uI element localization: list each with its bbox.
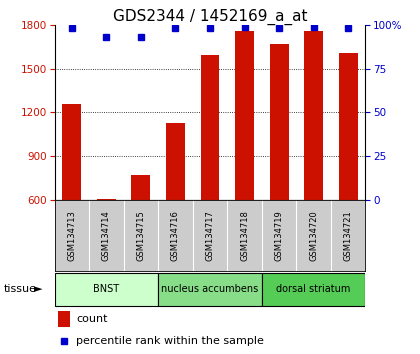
Bar	[200, 56, 220, 200]
Bar	[131, 175, 150, 200]
Text: GSM134715: GSM134715	[136, 210, 145, 261]
Text: GSM134721: GSM134721	[344, 210, 353, 261]
Bar	[58, 311, 70, 327]
Bar	[55, 273, 158, 306]
Text: GDS2344 / 1452169_a_at: GDS2344 / 1452169_a_at	[113, 9, 307, 25]
Text: GSM134720: GSM134720	[309, 210, 318, 261]
Text: nucleus accumbens: nucleus accumbens	[161, 284, 259, 294]
Bar	[97, 199, 116, 200]
Text: tissue: tissue	[4, 284, 37, 294]
Text: GSM134713: GSM134713	[67, 210, 76, 261]
Text: GSM134719: GSM134719	[275, 210, 284, 261]
Text: dorsal striatum: dorsal striatum	[276, 284, 351, 294]
Text: ►: ►	[34, 284, 42, 294]
Text: GSM134718: GSM134718	[240, 210, 249, 261]
Bar	[262, 273, 365, 306]
Bar	[63, 104, 81, 200]
Text: count: count	[76, 314, 108, 324]
Text: BNST: BNST	[93, 284, 119, 294]
Text: percentile rank within the sample: percentile rank within the sample	[76, 336, 264, 346]
Text: GSM134716: GSM134716	[171, 210, 180, 261]
Bar	[304, 30, 323, 200]
Bar	[270, 44, 289, 200]
Bar	[158, 273, 262, 306]
Bar	[166, 122, 185, 200]
Text: GSM134717: GSM134717	[205, 210, 215, 261]
Bar	[339, 52, 357, 200]
Text: GSM134714: GSM134714	[102, 210, 111, 261]
Bar	[235, 30, 254, 200]
